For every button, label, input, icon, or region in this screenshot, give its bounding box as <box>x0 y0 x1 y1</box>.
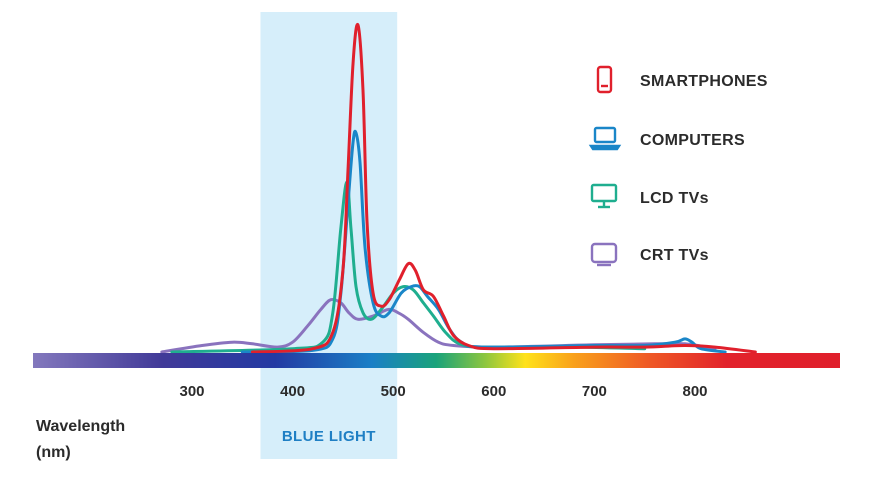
x-tick-label-400: 400 <box>280 383 305 400</box>
x-tick-labels: 300 400 500 600 700 800 <box>179 383 707 400</box>
x-axis-title-line1: Wavelength <box>36 418 125 435</box>
series-line-computers <box>240 129 727 354</box>
x-tick-label-700: 700 <box>582 383 607 400</box>
series-line-lcd-tvs <box>170 180 647 354</box>
monitor-icon <box>590 183 618 209</box>
legend-label-crt-tvs: CRT TVs <box>640 247 709 264</box>
x-tick-label-300: 300 <box>179 383 204 400</box>
spectrum-bar <box>33 353 840 368</box>
x-tick-label-800: 800 <box>682 383 707 400</box>
blue-light-label: BLUE LIGHT <box>282 428 376 445</box>
laptop-icon <box>588 126 622 151</box>
series-line-smartphones <box>250 22 757 354</box>
series-lines <box>160 22 757 354</box>
legend-label-smartphones: SMARTPHONES <box>640 73 768 90</box>
legend: SMARTPHONES COMPUTERS LCD TVs CRT TVs <box>588 65 768 267</box>
legend-label-lcd-tvs: LCD TVs <box>640 190 709 207</box>
crt-tv-icon <box>590 242 618 267</box>
legend-label-computers: COMPUTERS <box>640 132 745 149</box>
x-axis-title-line2: (nm) <box>36 444 71 461</box>
smartphone-icon <box>596 65 613 94</box>
x-tick-label-500: 500 <box>381 383 406 400</box>
x-tick-label-600: 600 <box>481 383 506 400</box>
blue-light-band <box>260 12 398 459</box>
